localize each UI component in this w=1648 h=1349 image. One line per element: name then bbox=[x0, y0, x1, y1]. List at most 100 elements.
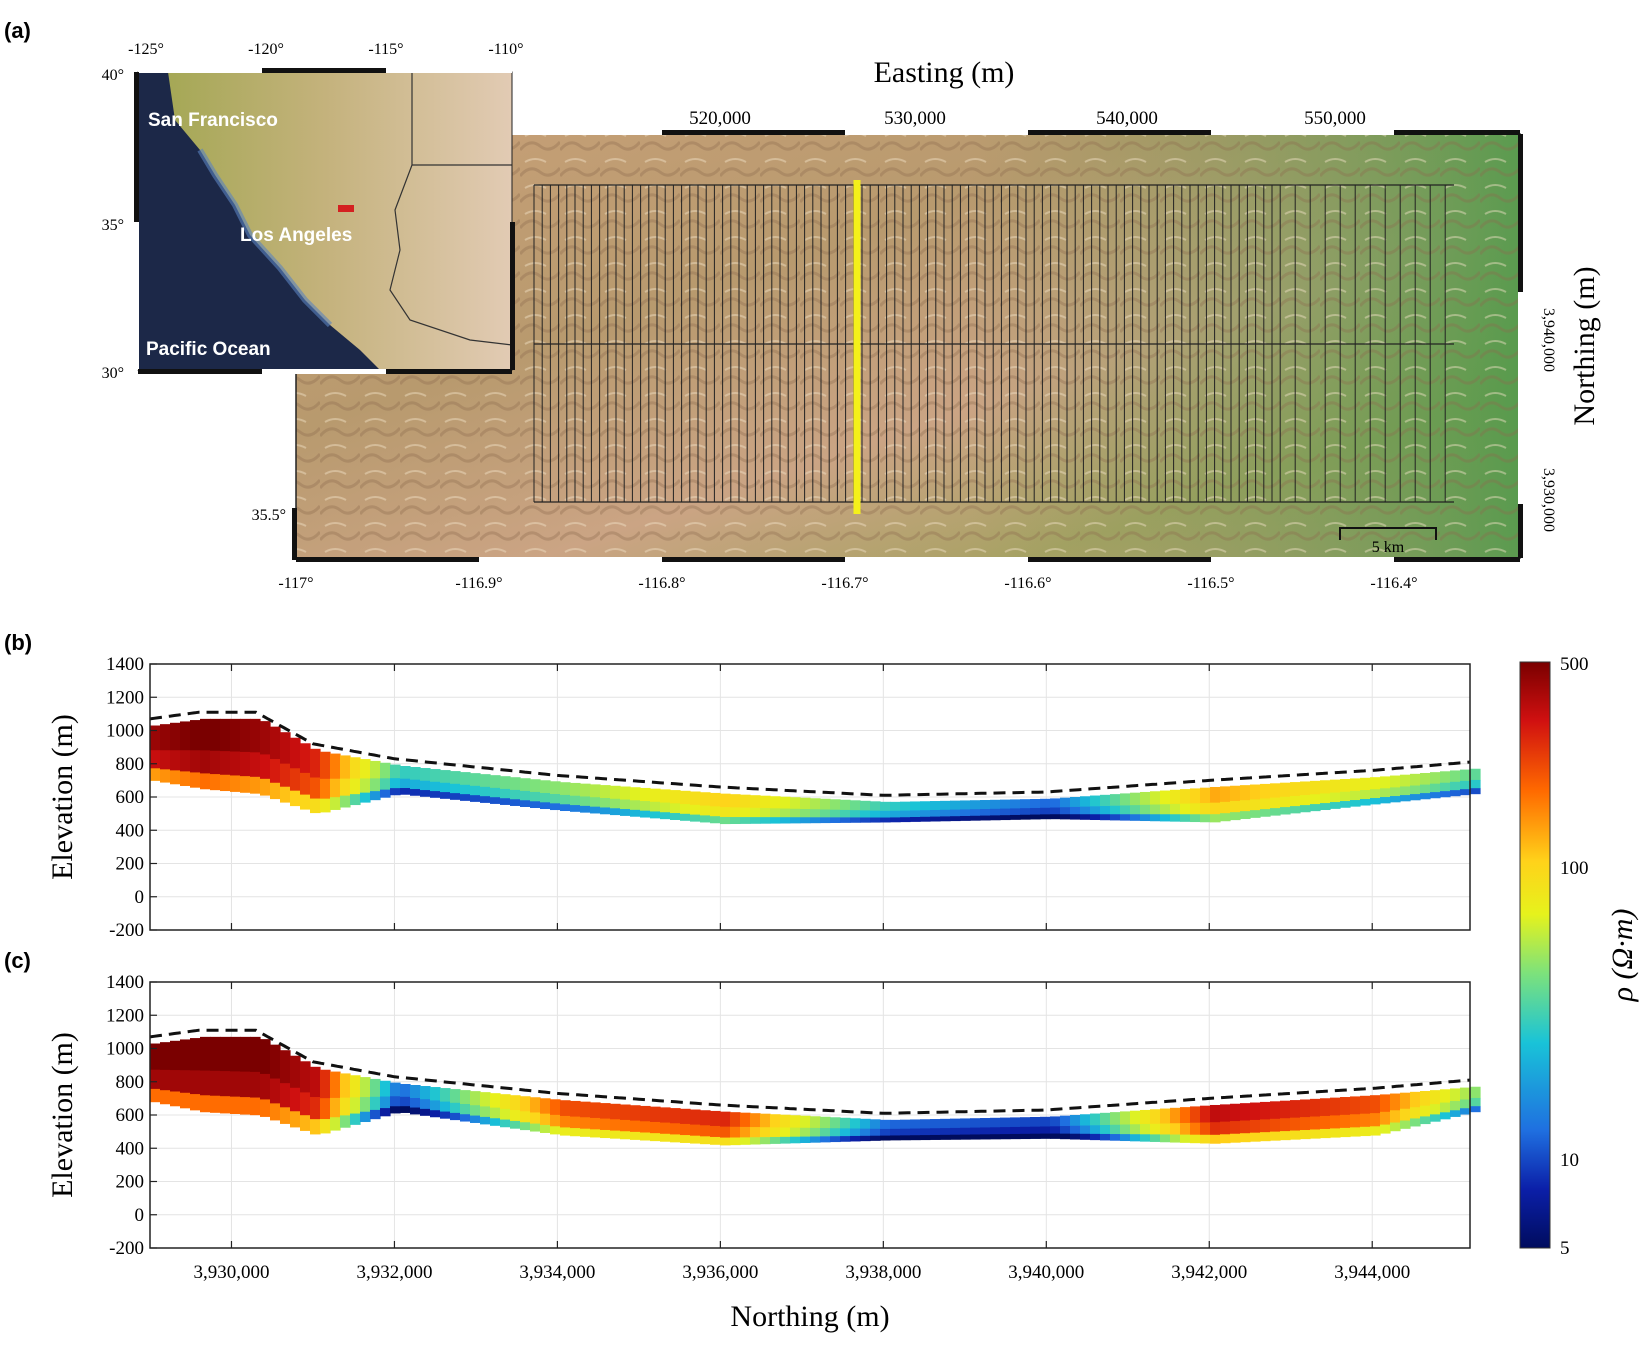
resistivity-cell bbox=[540, 1098, 551, 1115]
resistivity-cell bbox=[220, 1096, 231, 1114]
resistivity-cell bbox=[160, 1069, 171, 1091]
inset-state-border bbox=[389, 72, 513, 346]
resistivity-cell bbox=[1130, 1110, 1141, 1125]
resistivity-cell bbox=[1280, 1131, 1291, 1141]
resistivity-cell bbox=[760, 1127, 771, 1138]
resistivity-cell bbox=[850, 1118, 861, 1129]
resistivity-cell bbox=[1450, 781, 1461, 791]
resistivity-cell bbox=[1230, 812, 1241, 821]
resistivity-cell bbox=[1120, 1111, 1131, 1126]
resistivity-cell bbox=[880, 1128, 891, 1137]
y-tick-label: 1200 bbox=[106, 687, 144, 708]
resistivity-cell bbox=[480, 774, 491, 788]
resistivity-cell bbox=[250, 752, 261, 778]
resistivity-cell bbox=[1130, 814, 1141, 821]
resistivity-cell bbox=[430, 1100, 441, 1111]
resistivity-cell bbox=[280, 1083, 291, 1108]
resistivity-cell bbox=[1010, 814, 1021, 820]
resistivity-cell bbox=[620, 1104, 631, 1121]
resistivity-cell bbox=[320, 1119, 331, 1134]
resistivity-cell bbox=[340, 778, 351, 797]
colorbar-tick-10: 10 bbox=[1560, 1150, 1579, 1171]
resistivity-cell bbox=[890, 801, 901, 812]
resistivity-cell bbox=[230, 1071, 241, 1098]
resistivity-cell bbox=[430, 791, 441, 798]
resistivity-cell bbox=[180, 1039, 191, 1071]
resistivity-cell bbox=[800, 1136, 811, 1143]
resistivity-cell bbox=[310, 1066, 321, 1098]
resistivity-cell bbox=[220, 718, 231, 752]
resistivity-cell bbox=[1370, 1113, 1381, 1127]
resistivity-cell bbox=[750, 1127, 761, 1138]
y-tick-label: 1400 bbox=[106, 972, 144, 993]
resistivity-cell bbox=[150, 768, 161, 781]
resistivity-cell bbox=[270, 782, 281, 800]
resistivity-cell bbox=[590, 806, 601, 814]
resistivity-cell bbox=[580, 796, 591, 807]
resistivity-cell bbox=[1190, 788, 1201, 804]
resistivity-cell bbox=[1320, 780, 1331, 794]
resistivity-cell bbox=[1430, 792, 1441, 799]
resistivity-cell bbox=[510, 1110, 521, 1122]
resistivity-cell bbox=[760, 1137, 771, 1145]
resistivity-cell bbox=[580, 1101, 591, 1118]
resistivity-cell bbox=[1200, 1122, 1211, 1136]
resistivity-cell bbox=[1220, 786, 1231, 803]
resistivity-cell bbox=[1090, 814, 1101, 821]
resistivity-cell bbox=[470, 785, 481, 796]
inset-left-axis-gap bbox=[134, 222, 139, 370]
resistivity-cell bbox=[880, 1119, 891, 1130]
resistivity-cell bbox=[1370, 789, 1381, 799]
resistivity-cell bbox=[1180, 814, 1191, 822]
resistivity-cell bbox=[970, 1118, 981, 1129]
resistivity-cell bbox=[240, 751, 251, 777]
resistivity-cell bbox=[580, 783, 591, 797]
resistivity-cell bbox=[310, 1119, 321, 1135]
resistivity-cell bbox=[490, 1118, 501, 1126]
resistivity-cell bbox=[170, 1040, 181, 1071]
resistivity-cell bbox=[860, 1118, 871, 1130]
resistivity-cell bbox=[760, 808, 771, 818]
resistivity-cell bbox=[640, 1105, 651, 1122]
resistivity-cell bbox=[650, 1133, 661, 1142]
resistivity-cell bbox=[1020, 1126, 1031, 1135]
y-tick-label: 0 bbox=[135, 887, 145, 908]
resistivity-cell bbox=[1170, 803, 1181, 815]
resistivity-cell bbox=[1170, 1134, 1181, 1143]
resistivity-cell bbox=[690, 791, 701, 806]
resistivity-cell bbox=[670, 790, 681, 804]
resistivity-cell bbox=[1430, 1104, 1441, 1115]
resistivity-cell bbox=[600, 1118, 611, 1131]
resistivity-cell bbox=[1310, 1098, 1321, 1118]
resistivity-cell bbox=[1040, 1116, 1051, 1127]
resistivity-cell bbox=[1350, 790, 1361, 801]
resistivity-cell bbox=[860, 1135, 871, 1142]
resistivity-cell bbox=[1020, 1133, 1031, 1140]
colorbar-ramp bbox=[1519, 661, 1551, 1249]
resistivity-cell bbox=[200, 1070, 211, 1096]
resistivity-cell bbox=[1020, 799, 1031, 809]
resistivity-cell bbox=[820, 1136, 831, 1143]
resistivity-cell bbox=[990, 815, 1001, 821]
resistivity-cell bbox=[610, 1130, 621, 1139]
resistivity-cell bbox=[670, 1134, 681, 1143]
inset-ocean bbox=[138, 72, 380, 370]
y-tick-label: 800 bbox=[116, 1072, 145, 1093]
resistivity-cell bbox=[260, 754, 271, 780]
resistivity-cell bbox=[360, 1111, 371, 1123]
resistivity-cell bbox=[1300, 795, 1311, 806]
resistivity-cell bbox=[1250, 1119, 1261, 1134]
resistivity-cell bbox=[1250, 1102, 1261, 1121]
resistivity-cell bbox=[440, 1111, 451, 1119]
resistivity-cell bbox=[500, 798, 511, 805]
resistivity-cell bbox=[480, 1106, 491, 1118]
resistivity-cell bbox=[720, 807, 731, 818]
resistivity-cell bbox=[440, 770, 451, 784]
resistivity-cell bbox=[740, 817, 751, 824]
resistivity-cell bbox=[810, 1127, 821, 1137]
resistivity-cell bbox=[1250, 799, 1261, 811]
resistivity-cell bbox=[960, 800, 971, 810]
inset-lon-tick-125: -125° bbox=[128, 41, 164, 58]
resistivity-cell bbox=[1010, 799, 1021, 809]
x-axis-title: Northing (m) bbox=[730, 1300, 889, 1333]
